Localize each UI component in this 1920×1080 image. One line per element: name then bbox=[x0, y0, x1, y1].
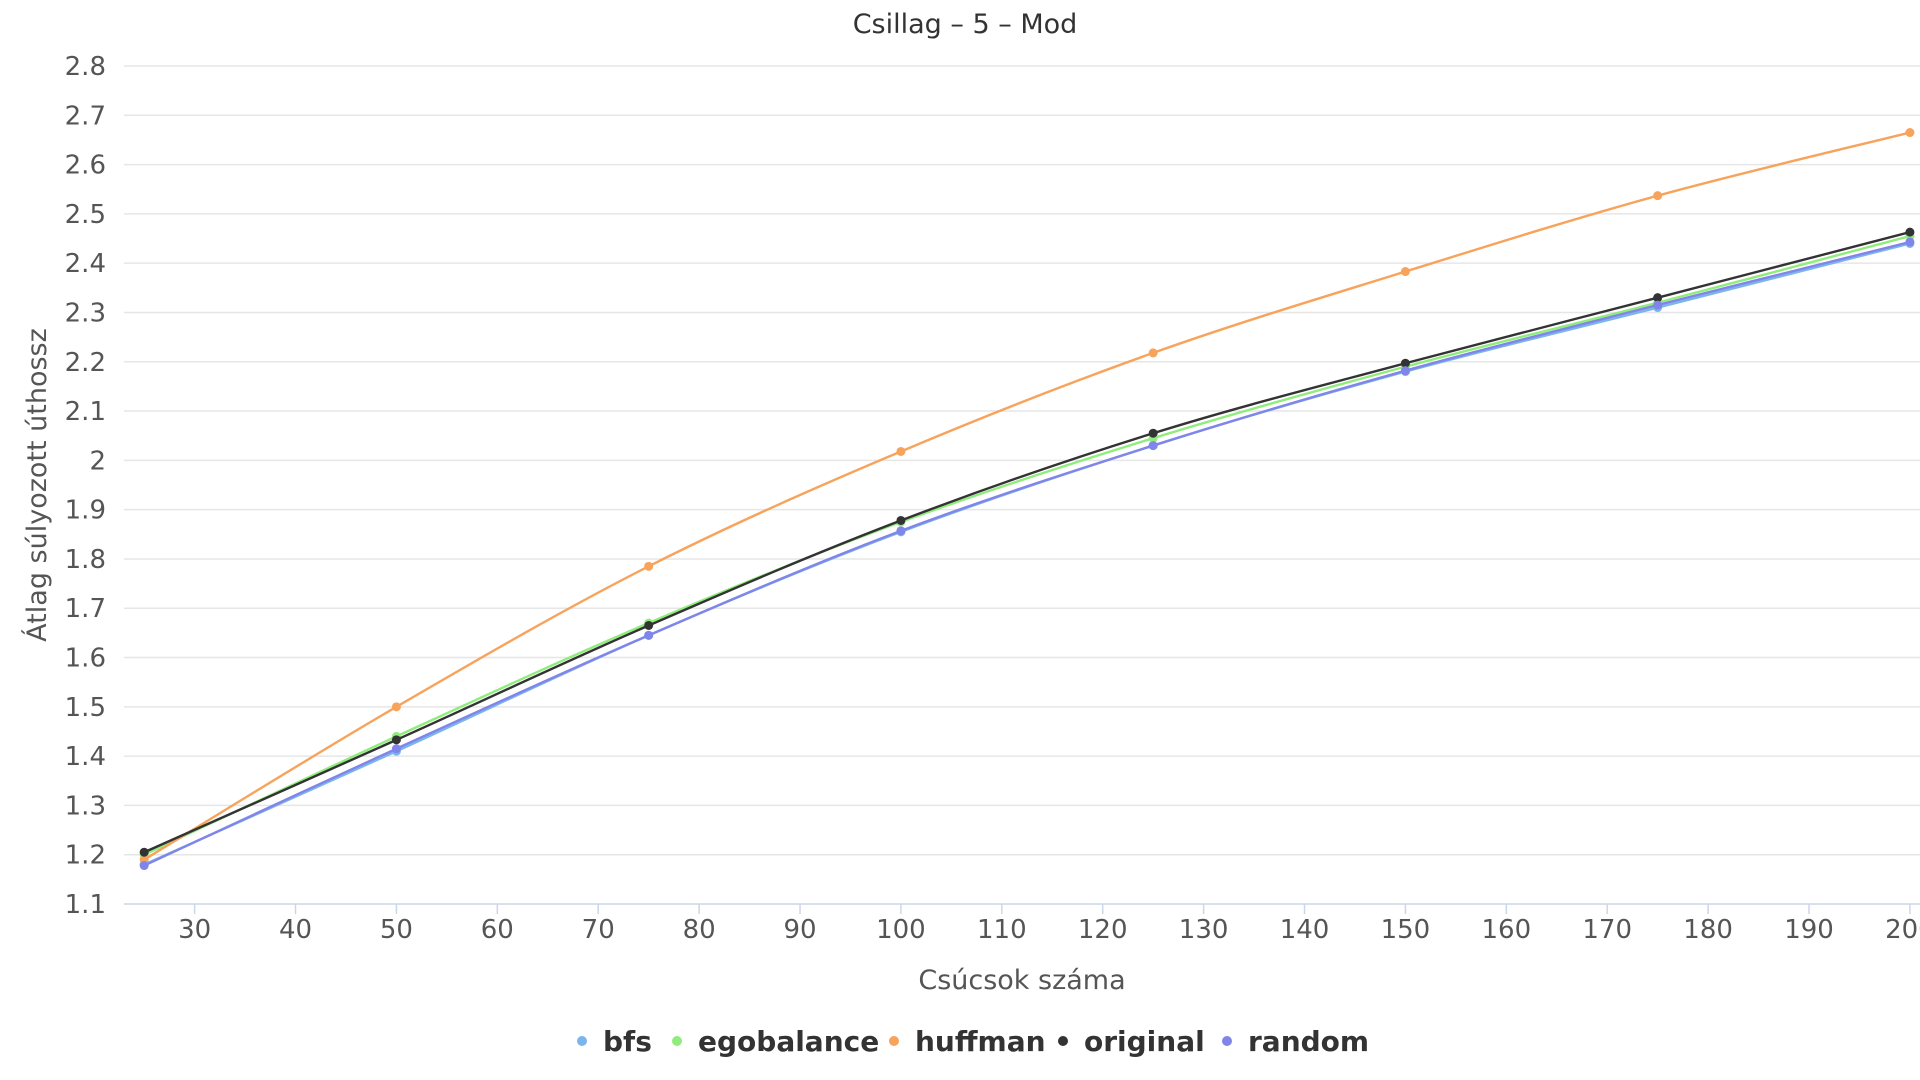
data-point-original bbox=[1400, 358, 1410, 368]
x-tick-label: 90 bbox=[783, 915, 816, 945]
series-line-random bbox=[143, 240, 1911, 867]
y-tick-label: 1.3 bbox=[65, 791, 106, 821]
data-point-random bbox=[1148, 441, 1158, 451]
legend-label-egobalance: egobalance bbox=[698, 1025, 879, 1058]
grid-lines bbox=[124, 65, 1920, 856]
y-tick-label: 2.5 bbox=[65, 200, 106, 230]
data-point-random bbox=[896, 526, 906, 536]
legend-item-bfs[interactable]: bfs bbox=[577, 1025, 652, 1058]
data-point-original bbox=[139, 847, 149, 857]
y-tick-label: 1.7 bbox=[65, 594, 106, 624]
legend: bfs egobalance huffman original random bbox=[577, 1025, 1369, 1058]
legend-label-bfs: bfs bbox=[603, 1025, 652, 1058]
data-point-original bbox=[1653, 293, 1663, 303]
y-tick-label: 1.8 bbox=[65, 545, 106, 575]
y-tick-label: 1.2 bbox=[65, 841, 106, 871]
legend-marker-bfs bbox=[577, 1036, 587, 1046]
legend-item-original[interactable]: original bbox=[1058, 1025, 1205, 1058]
series-group bbox=[139, 128, 1915, 871]
data-point-huffman bbox=[391, 702, 401, 712]
y-tick-label: 2 bbox=[89, 446, 106, 476]
x-tick-label: 40 bbox=[279, 915, 312, 945]
data-point-random bbox=[644, 630, 654, 640]
x-tick-label: 190 bbox=[1784, 915, 1834, 945]
y-tick-label: 2.2 bbox=[65, 348, 106, 378]
y-tick-label: 1.9 bbox=[65, 496, 106, 526]
y-tick-label: 2.3 bbox=[65, 298, 106, 328]
y-axis-ticks: 1.1 1.2 1.3 1.4 1.5 1.6 1.7 1.8 1.9 2 2.1 2.2 2.3 2.4… bbox=[65, 52, 106, 920]
data-point-huffman bbox=[1653, 191, 1663, 201]
x-tick-label: 110 bbox=[977, 915, 1027, 945]
legend-marker-egobalance bbox=[672, 1036, 682, 1046]
legend-marker-huffman bbox=[889, 1036, 899, 1046]
series-line-egobalance bbox=[143, 234, 1911, 856]
data-point-original bbox=[896, 515, 906, 525]
data-point-original bbox=[391, 735, 401, 745]
x-tick-label: 130 bbox=[1179, 915, 1229, 945]
legend-item-random[interactable]: random bbox=[1222, 1025, 1369, 1058]
y-tick-label: 2.6 bbox=[65, 151, 106, 181]
series-huffman bbox=[139, 128, 1915, 865]
legend-item-huffman[interactable]: huffman bbox=[889, 1025, 1046, 1058]
series-random bbox=[139, 237, 1915, 871]
data-point-original bbox=[1905, 227, 1915, 237]
x-tick-label: 170 bbox=[1582, 915, 1632, 945]
x-tick-label: 140 bbox=[1280, 915, 1330, 945]
series-line-original bbox=[143, 230, 1911, 854]
y-tick-label: 1.5 bbox=[65, 693, 106, 723]
y-tick-label: 2.1 bbox=[65, 397, 106, 427]
series-line-bfs bbox=[143, 242, 1911, 866]
data-point-huffman bbox=[644, 561, 654, 571]
x-axis-ticks: 30 40 50 60 70 80 90 100 110 120 130 140 150 160 170 18… bbox=[178, 904, 1920, 945]
y-axis-title: Átlag súlyozott úthossz bbox=[21, 328, 53, 642]
x-axis-title: Csúcsok száma bbox=[918, 965, 1125, 996]
data-point-random bbox=[391, 744, 401, 754]
legend-marker-original bbox=[1058, 1036, 1068, 1046]
y-tick-label: 1.6 bbox=[65, 644, 106, 674]
data-point-huffman bbox=[1400, 267, 1410, 277]
data-point-random bbox=[1400, 366, 1410, 376]
x-tick-label: 30 bbox=[178, 915, 211, 945]
series-original bbox=[139, 227, 1915, 857]
series-bfs bbox=[139, 238, 1915, 870]
x-tick-label: 160 bbox=[1481, 915, 1531, 945]
x-tick-label: 50 bbox=[380, 915, 413, 945]
legend-item-egobalance[interactable]: egobalance bbox=[672, 1025, 879, 1058]
x-tick-label: 60 bbox=[481, 915, 514, 945]
y-tick-label: 1.1 bbox=[65, 890, 106, 920]
data-point-original bbox=[1148, 428, 1158, 438]
data-point-random bbox=[1905, 237, 1915, 247]
legend-marker-random bbox=[1222, 1036, 1232, 1046]
x-tick-label: 80 bbox=[683, 915, 716, 945]
data-point-huffman bbox=[1148, 348, 1158, 358]
data-point-huffman bbox=[896, 446, 906, 456]
series-egobalance bbox=[139, 231, 1915, 860]
data-point-random bbox=[1653, 300, 1663, 310]
chart-title: Csillag – 5 – Mod bbox=[853, 9, 1078, 40]
series-line-huffman bbox=[143, 131, 1911, 861]
y-tick-label: 2.8 bbox=[65, 52, 106, 82]
data-point-random bbox=[139, 861, 149, 871]
legend-label-random: random bbox=[1248, 1025, 1369, 1058]
x-tick-label: 180 bbox=[1683, 915, 1733, 945]
x-tick-label: 200 bbox=[1885, 915, 1920, 945]
y-tick-label: 2.4 bbox=[65, 249, 106, 279]
legend-label-original: original bbox=[1084, 1025, 1205, 1058]
x-tick-label: 150 bbox=[1381, 915, 1431, 945]
legend-label-huffman: huffman bbox=[915, 1025, 1046, 1058]
x-tick-label: 70 bbox=[582, 915, 615, 945]
data-point-original bbox=[644, 620, 654, 630]
x-tick-label: 100 bbox=[876, 915, 926, 945]
data-point-huffman bbox=[1905, 128, 1915, 138]
x-tick-label: 120 bbox=[1078, 915, 1128, 945]
y-tick-label: 1.4 bbox=[65, 742, 106, 772]
y-tick-label: 2.7 bbox=[65, 101, 106, 131]
